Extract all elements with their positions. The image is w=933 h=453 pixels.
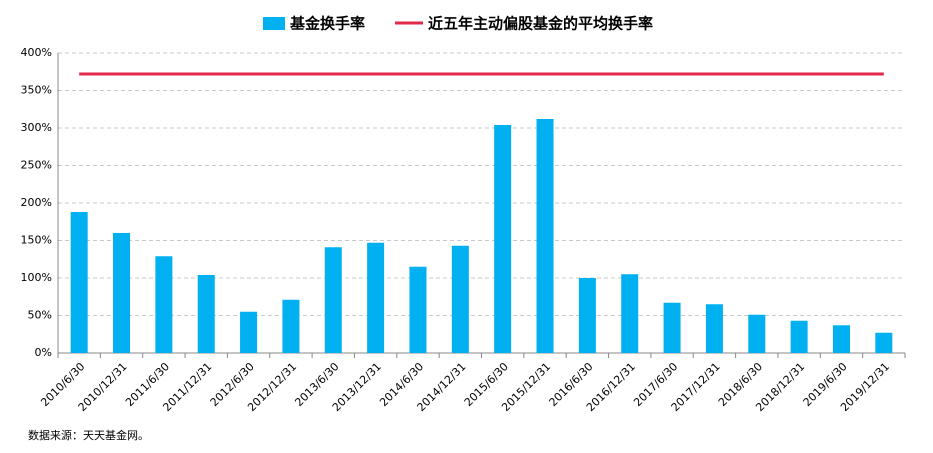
bar [832,325,850,353]
bar [197,275,215,353]
bar [70,212,88,353]
bar [324,247,342,353]
bar [578,278,596,353]
bar [875,332,893,353]
legend-label: 基金换手率 [289,15,365,33]
bar [155,256,173,353]
bar [367,242,385,353]
y-tick-label: 300% [21,121,52,134]
y-tick-label: 150% [21,234,52,247]
bar [663,302,681,353]
y-tick-label: 0% [35,346,52,359]
bar [240,311,258,353]
source-note: 数据来源：天天基金网。 [28,428,149,442]
legend-label: 近五年主动偏股基金的平均换手率 [428,15,653,33]
bar [621,274,639,353]
bar [790,320,808,353]
bar [409,266,427,353]
y-tick-label: 250% [21,159,52,172]
y-tick-label: 400% [21,46,52,59]
bar [451,245,469,353]
y-tick-label: 100% [21,271,52,284]
bar [748,314,766,353]
legend-swatch [263,17,285,30]
y-tick-label: 350% [21,84,52,97]
bar [705,304,723,353]
bar [113,233,131,353]
bar [282,299,300,353]
y-tick-label: 50% [28,309,52,322]
y-tick-label: 200% [21,196,52,209]
bar [536,119,554,353]
bar [494,125,512,353]
